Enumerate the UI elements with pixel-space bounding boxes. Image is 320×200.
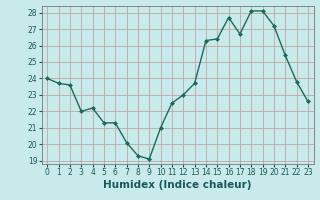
X-axis label: Humidex (Indice chaleur): Humidex (Indice chaleur) xyxy=(103,180,252,190)
